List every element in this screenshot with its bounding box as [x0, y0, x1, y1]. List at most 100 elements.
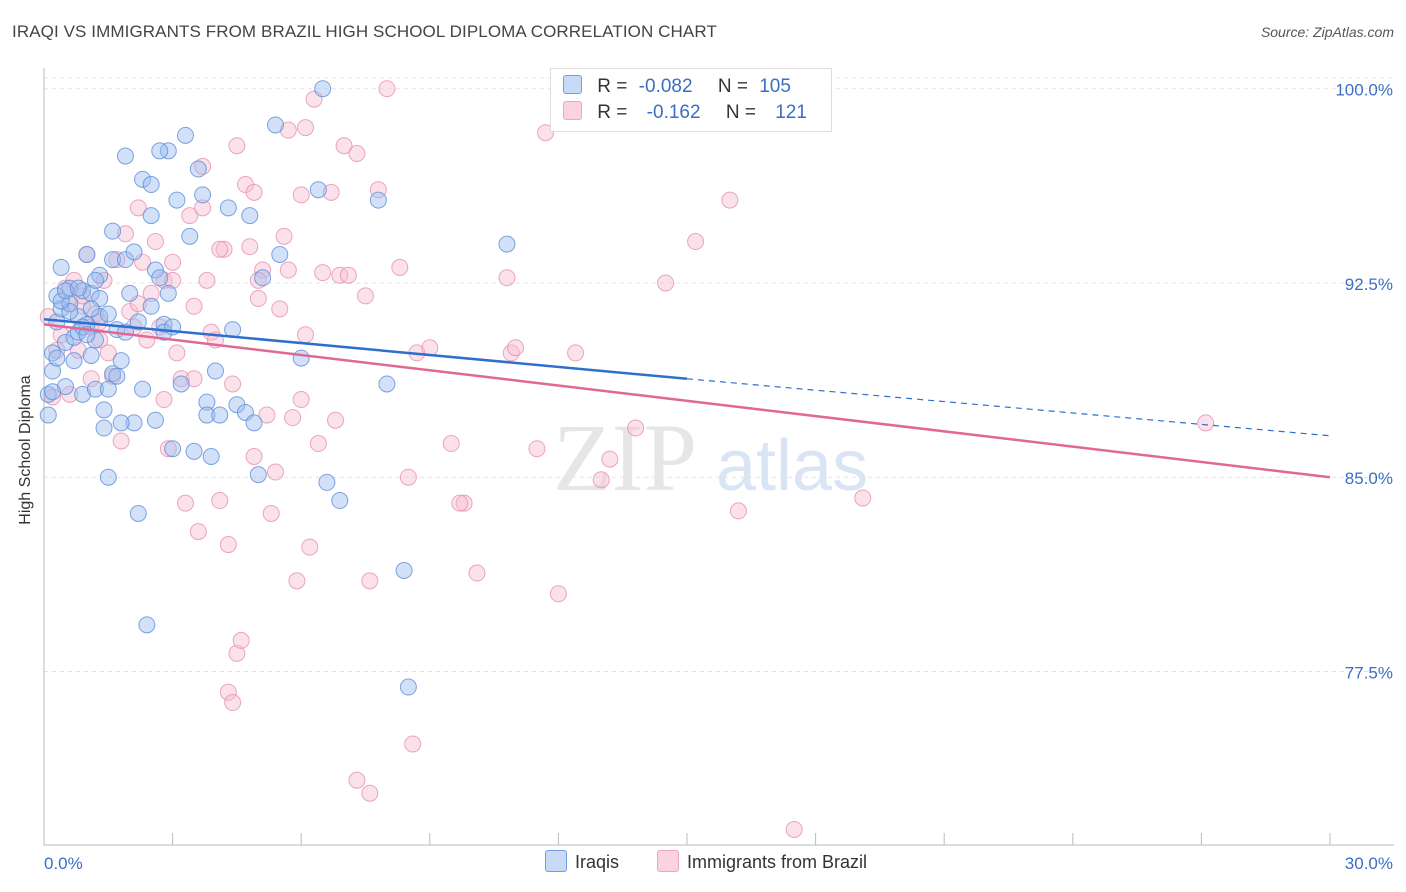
brazil-point: [241, 238, 259, 256]
iraqis-point: [142, 297, 160, 315]
brazil-point: [219, 683, 237, 701]
iraqis-point: [399, 678, 417, 696]
brazil-point: [369, 181, 387, 199]
brazil-point: [455, 494, 473, 512]
iraqis-point: [95, 419, 113, 437]
iraqis-point: [121, 284, 139, 302]
iraqis-point: [99, 468, 117, 486]
iraqis-point: [134, 380, 152, 398]
iraqis-point: [266, 116, 284, 134]
iraqis-point: [48, 349, 66, 367]
brazil-point: [301, 538, 319, 556]
brazil-point: [296, 119, 314, 137]
brazil-point: [215, 240, 233, 258]
iraqis-point: [159, 284, 177, 302]
brazil-point: [567, 344, 585, 362]
legend-label-brazil: Immigrants from Brazil: [687, 852, 868, 872]
iraqis-point: [292, 349, 310, 367]
brazil-point: [108, 251, 126, 269]
brazil-point: [198, 271, 216, 289]
iraqis-point: [172, 375, 190, 393]
brazil-point: [292, 186, 310, 204]
brazil-point: [219, 536, 237, 554]
brazil-point: [292, 391, 310, 409]
legend-n-label: N =: [717, 76, 748, 97]
iraqis-point: [99, 380, 117, 398]
brazil-point: [279, 121, 297, 139]
iraqis-point: [138, 616, 156, 634]
iraqis-point: [116, 147, 134, 165]
x-tick-label: 30.0%: [1345, 854, 1393, 873]
brazil-point: [391, 258, 409, 276]
brazil-point: [348, 144, 366, 162]
iraqis-point: [395, 561, 413, 579]
x-tick-label: 0.0%: [44, 854, 83, 873]
brazil-point: [245, 448, 263, 465]
series-iraqis-points: [39, 80, 516, 696]
legend-n-label: N =: [725, 102, 756, 123]
brazil-point: [785, 820, 803, 838]
iraqis-point: [202, 448, 220, 465]
brazil-point: [189, 523, 207, 541]
iraqis-point: [181, 227, 199, 245]
brazil-point: [211, 240, 229, 258]
iraqis-point: [142, 176, 160, 194]
watermark-atlas: atlas: [716, 426, 868, 506]
iraqis-point: [95, 401, 113, 419]
brazil-point: [164, 253, 182, 271]
legend-r-label: R =: [597, 102, 628, 123]
brazil-point: [142, 284, 160, 302]
legend-swatch-brazil: [657, 850, 679, 872]
correlation-legend: R = -0.082 N = 105 R = -0.162 N = 121: [550, 68, 832, 132]
y-tick-label: 92.5%: [1345, 275, 1393, 294]
brazil-point: [451, 494, 469, 512]
legend-swatch-iraqis: [545, 850, 567, 872]
iraqis-point: [134, 170, 152, 188]
iraqis-point: [498, 235, 516, 253]
watermark-zip: ZIP: [553, 404, 697, 511]
brazil-point: [404, 735, 422, 753]
brazil-point: [721, 191, 739, 209]
brazil-point: [176, 494, 194, 512]
iraqis-point: [318, 473, 336, 491]
gridlines: [44, 77, 1394, 672]
iraqis-point: [198, 393, 216, 411]
iraqis-point: [314, 80, 332, 98]
brazil-point: [378, 80, 396, 98]
brazil-point: [498, 269, 516, 287]
iraqis-point: [159, 142, 177, 160]
legend-n-value: 105: [759, 76, 791, 97]
brazil-point: [322, 183, 340, 201]
y-axis-label-container: High School Diploma: [6, 300, 46, 600]
iraqis-point: [249, 466, 267, 484]
iraqis-point: [146, 411, 164, 429]
iraqis-point: [112, 352, 130, 370]
x-tick-labels: 0.0% 30.0%: [44, 854, 1393, 873]
iraqis-point: [129, 504, 147, 522]
y-tick-label: 100.0%: [1335, 81, 1393, 100]
legend-row-iraqis: R = -0.082 N = 105: [563, 75, 791, 99]
iraqis-point: [198, 406, 216, 424]
brazil-point: [399, 468, 417, 486]
legend-swatch-iraqis: [563, 75, 582, 94]
iraqis-point: [219, 199, 237, 217]
brazil-point: [361, 784, 379, 802]
axes: [43, 68, 1394, 846]
brazil-point: [194, 199, 212, 217]
brazil-point: [296, 326, 314, 344]
iraqis-point: [185, 442, 203, 460]
legend-item-iraqis[interactable]: Iraqis: [545, 850, 619, 873]
iraqis-point: [129, 313, 147, 331]
source-credit: Source: ZipAtlas.com: [1260, 24, 1394, 40]
legend-item-brazil[interactable]: Immigrants from Brazil: [657, 850, 867, 873]
chart-title: IRAQI VS IMMIGRANTS FROM BRAZIL HIGH SCH…: [12, 22, 717, 41]
iraqis-point: [254, 269, 272, 287]
iraqis-point: [44, 383, 62, 401]
legend-swatch-brazil: [563, 101, 582, 120]
brazil-point: [331, 266, 349, 284]
brazil-point: [357, 287, 374, 305]
brazil-point: [284, 409, 302, 427]
iraqis-point: [104, 251, 122, 269]
brazil-point: [224, 375, 242, 393]
brazil-point: [468, 564, 486, 582]
